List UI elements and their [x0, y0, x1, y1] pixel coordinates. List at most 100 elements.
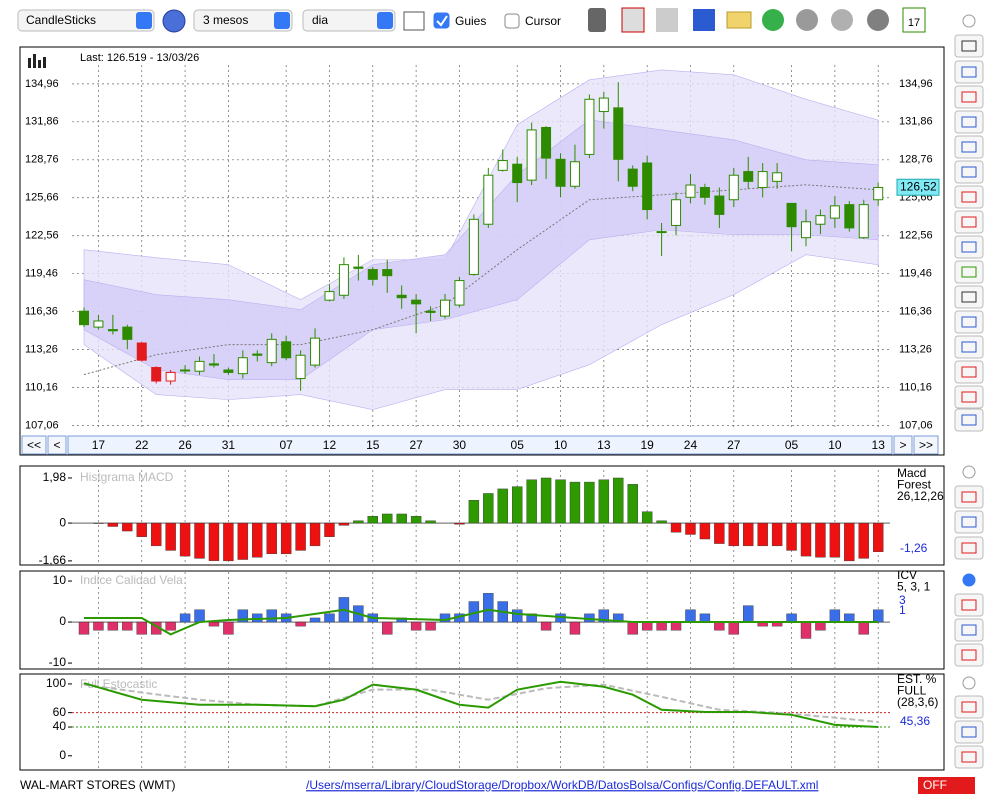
panel-radio[interactable] [962, 465, 976, 479]
status-box[interactable] [918, 777, 975, 794]
tool-button[interactable] [954, 643, 984, 667]
tool-button[interactable] [954, 60, 984, 84]
bar [179, 522, 191, 557]
bar [656, 520, 667, 524]
stoch-line [83, 680, 879, 729]
y-tick-label: 128,76 [899, 154, 933, 166]
candle-body [642, 162, 653, 211]
tool-button[interactable] [954, 210, 984, 234]
bar [165, 522, 176, 551]
candle-body [107, 329, 118, 332]
nav-button[interactable] [21, 435, 47, 455]
guides-checkbox[interactable] [433, 12, 450, 29]
bar [410, 621, 422, 631]
tool-button[interactable] [954, 485, 984, 509]
candle-body [844, 204, 855, 229]
config-path[interactable]: /Users/mserra/Library/CloudStorage/Dropb… [306, 778, 818, 792]
panel-radio[interactable] [962, 676, 976, 690]
tool-icon [961, 624, 977, 636]
y-tick-label: -10 [49, 655, 67, 669]
period-select[interactable] [193, 9, 293, 32]
tool-button[interactable] [954, 235, 984, 259]
candle-body [772, 172, 783, 182]
tool-button[interactable] [954, 745, 984, 769]
side-label: 5, 3, 1 [897, 580, 931, 594]
y-tick-label: 134,96 [25, 78, 59, 90]
euro-button[interactable] [831, 9, 853, 31]
y-tick-label: 119,46 [25, 268, 58, 280]
chart-layer: 17 22 26 31 07 12 15 27 30 05 10 13 19 24 27 05 10 13134,… [21, 15, 944, 768]
tool-icon [961, 751, 977, 763]
tool-button[interactable] [954, 160, 984, 184]
tool-button[interactable] [954, 335, 984, 359]
trash-button[interactable] [588, 8, 606, 32]
bar [223, 522, 234, 562]
dollar-button[interactable] [796, 9, 818, 31]
calendar-button[interactable] [902, 7, 926, 33]
bar [338, 522, 350, 526]
tool-button[interactable] [954, 408, 984, 432]
tool-button[interactable] [954, 110, 984, 134]
bar [569, 481, 581, 524]
delete-button[interactable] [621, 7, 645, 33]
tool-button[interactable] [954, 85, 984, 109]
candle-body [122, 326, 133, 340]
tool-button[interactable] [954, 260, 984, 284]
tool-button[interactable] [954, 135, 984, 159]
bar [829, 609, 841, 623]
interval-select[interactable] [302, 9, 396, 32]
x-tick-label: 27 [409, 438, 423, 452]
tool-icon [961, 166, 977, 178]
tool-icon [961, 701, 977, 713]
nav-button[interactable] [913, 435, 939, 455]
open-button[interactable] [726, 11, 752, 29]
tool-button[interactable] [954, 618, 984, 642]
y-tick-label: 110,16 [25, 382, 58, 394]
bar [223, 621, 234, 635]
candle-body [483, 174, 494, 225]
tool-button[interactable] [954, 695, 984, 719]
tool-button[interactable] [954, 720, 984, 744]
nav-button[interactable] [893, 435, 913, 455]
tool-button[interactable] [954, 285, 984, 309]
save-button[interactable] [693, 9, 715, 31]
x-tick-label: 05 [511, 438, 525, 452]
tool-button[interactable] [954, 34, 984, 58]
nav-label: > [899, 438, 906, 452]
side-label: Macd [897, 466, 926, 480]
tool-button[interactable] [954, 360, 984, 384]
candle-body [382, 269, 393, 277]
style-select[interactable] [17, 9, 155, 32]
candle-body [208, 363, 219, 366]
tool-button[interactable] [954, 593, 984, 617]
bar [873, 609, 884, 623]
bar [512, 486, 523, 524]
refresh-button[interactable] [762, 9, 784, 31]
cursor-checkbox[interactable] [504, 13, 520, 29]
price-tag [896, 178, 940, 196]
tool-button[interactable] [954, 385, 984, 409]
bar [497, 488, 508, 524]
print-button[interactable] [656, 8, 678, 32]
bar [382, 513, 393, 524]
settings-button[interactable] [867, 9, 889, 31]
panel-radio[interactable] [962, 14, 976, 28]
bar [512, 609, 523, 623]
bar [728, 621, 739, 635]
bar [858, 621, 869, 635]
x-tick-label: 15 [366, 438, 380, 452]
tool-button[interactable] [954, 510, 984, 534]
tool-button[interactable] [954, 185, 984, 209]
icv-line [84, 608, 879, 636]
stoch-line [83, 683, 879, 723]
x-tick-label: 13 [597, 438, 611, 452]
help-button[interactable] [162, 9, 186, 33]
tool-button[interactable] [954, 310, 984, 334]
tool-icon [961, 391, 977, 403]
x-tick-label: 26 [178, 438, 192, 452]
nav-button[interactable] [47, 435, 67, 455]
price-tag-label: 126,52 [900, 179, 937, 193]
tool-button[interactable] [954, 536, 984, 560]
chart-icon[interactable] [403, 11, 425, 31]
panel-radio[interactable] [962, 573, 976, 587]
